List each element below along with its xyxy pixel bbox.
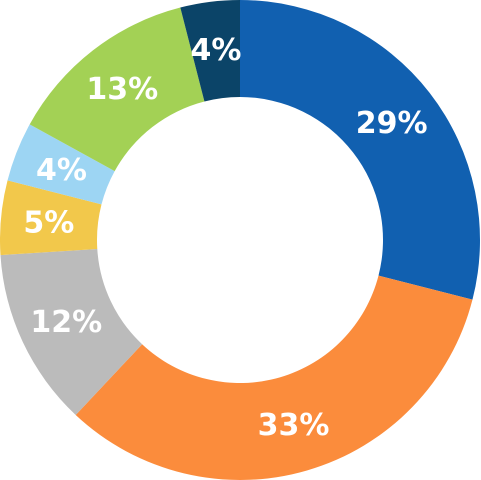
donut-segment <box>29 7 205 172</box>
data-label: 13% <box>86 72 158 107</box>
donut-segment <box>7 124 115 205</box>
donut-segment <box>0 180 102 256</box>
data-label: 4% <box>190 33 241 68</box>
donut-segment <box>180 0 240 102</box>
data-label: 29% <box>356 106 428 141</box>
donut-segment <box>75 275 473 480</box>
data-label: 4% <box>36 153 87 188</box>
donut-segment <box>0 248 143 415</box>
data-label: 33% <box>258 408 330 443</box>
donut-segment <box>240 0 481 300</box>
data-label: 5% <box>23 205 74 240</box>
data-label: 12% <box>30 305 102 340</box>
